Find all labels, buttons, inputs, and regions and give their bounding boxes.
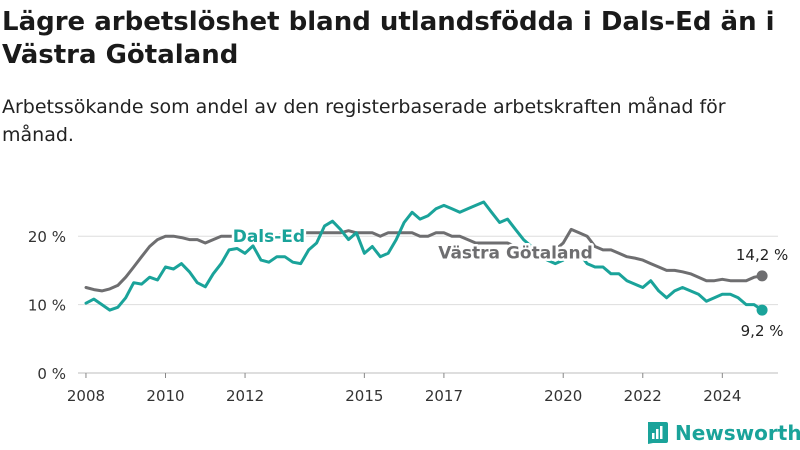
bar-chart-icon bbox=[648, 422, 668, 444]
x-tick-label: 2020 bbox=[544, 387, 582, 405]
chart-subtitle: Arbetssökande som andel av den registerb… bbox=[2, 96, 726, 146]
series-labels: Dals-Ed Västra Götaland 14,2 % 9,2 % bbox=[230, 225, 790, 342]
series-line-dals-ed bbox=[84, 200, 764, 312]
x-tick-label: 2022 bbox=[624, 387, 662, 405]
brand-logo: Newsworthy bbox=[645, 420, 800, 446]
series-line-vastra-gotaland bbox=[84, 227, 764, 293]
x-tick-label: 2012 bbox=[226, 387, 264, 405]
y-axis-ticks: 0 % 10 % 20 % bbox=[28, 228, 66, 383]
end-label-dals-ed: 9,2 % bbox=[741, 322, 784, 340]
x-axis-ticks: 2008 2010 2012 2015 2017 2020 2022 2024 bbox=[67, 373, 741, 405]
x-tick-label: 2017 bbox=[425, 387, 463, 405]
end-point-dals-ed bbox=[756, 304, 768, 316]
y-tick-label: 0 % bbox=[37, 365, 66, 383]
brand-name: Newsworthy bbox=[675, 421, 800, 445]
grid-lines bbox=[78, 235, 778, 374]
x-tick-label: 2015 bbox=[345, 387, 383, 405]
x-tick-label: 2010 bbox=[146, 387, 184, 405]
series-label-vastra-gotaland: Västra Götaland bbox=[438, 244, 593, 264]
x-tick-label: 2024 bbox=[703, 387, 741, 405]
end-label-vastra-gotaland: 14,2 % bbox=[736, 246, 788, 264]
end-point-vastra-gotaland bbox=[756, 270, 768, 282]
y-tick-label: 20 % bbox=[28, 228, 66, 246]
x-tick-label: 2008 bbox=[67, 387, 105, 405]
chart-title: Lägre arbetslöshet bland utlandsfödda i … bbox=[2, 7, 775, 70]
series-lines bbox=[84, 200, 768, 316]
series-label-dals-ed: Dals-Ed bbox=[233, 227, 305, 247]
y-tick-label: 10 % bbox=[28, 297, 66, 315]
